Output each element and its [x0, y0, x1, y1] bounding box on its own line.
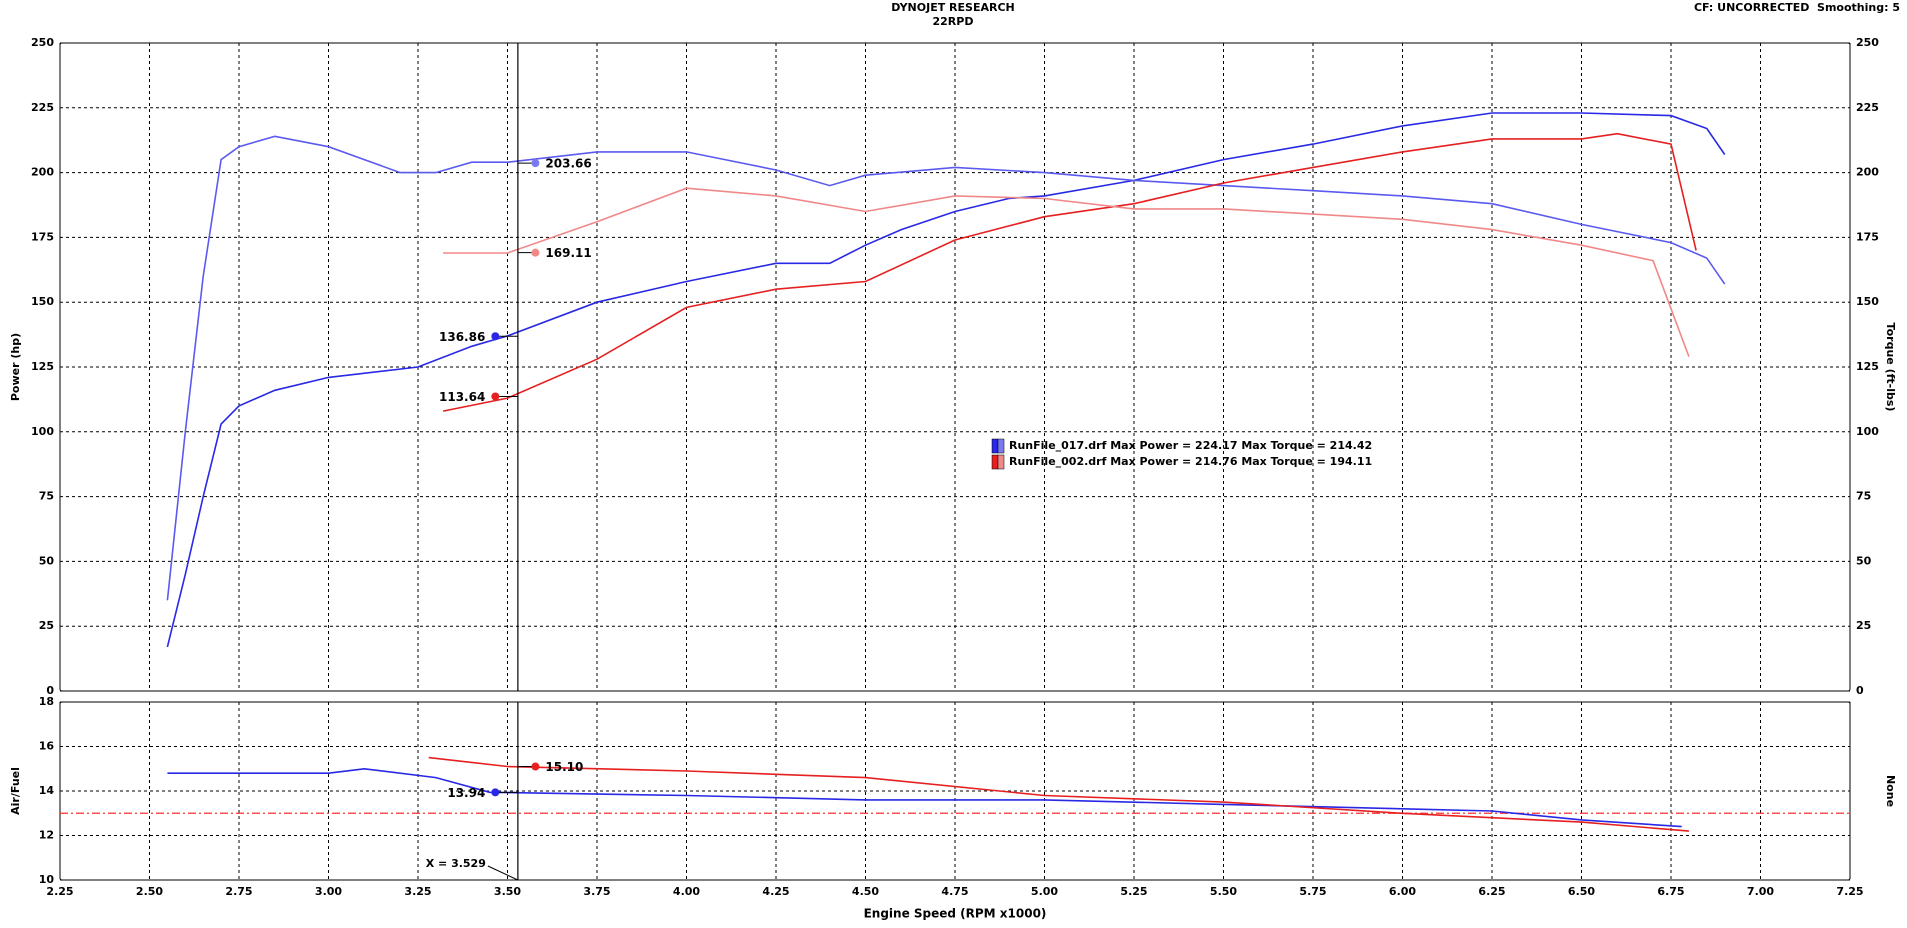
y2-tick-label: 25: [1856, 619, 1871, 632]
y2-tick-label: 150: [1856, 295, 1879, 308]
series-line: [428, 756, 1689, 832]
y-tick-label: 125: [31, 360, 54, 373]
x-tick-label: 2.50: [136, 885, 163, 898]
y2-tick-label: 250: [1856, 36, 1879, 49]
marker-label: 203.66: [545, 157, 591, 171]
y-tick-label: 25: [39, 619, 54, 632]
y2-tick-label: 225: [1856, 101, 1879, 114]
x-tick-label: 6.75: [1657, 885, 1684, 898]
y-tick-label: 100: [31, 425, 54, 438]
x-tick-label: 5.50: [1210, 885, 1237, 898]
x-tick-label: 7.00: [1747, 885, 1774, 898]
y-tick-label: 14: [39, 784, 55, 797]
marker-label: 15.10: [545, 760, 583, 774]
series-line: [166, 135, 1726, 601]
x-tick-label: 2.25: [46, 885, 73, 898]
y-tick-label: 0: [46, 684, 54, 697]
x-tick-label: 5.75: [1299, 885, 1326, 898]
marker-label: 169.11: [545, 246, 591, 260]
y-tick-label: 225: [31, 101, 54, 114]
marker-dot: [531, 762, 540, 771]
marker-dot: [491, 392, 500, 401]
series-line: [167, 767, 1682, 828]
x-tick-label: 7.25: [1836, 885, 1863, 898]
y-axis-label: Air/Fuel: [9, 767, 22, 815]
x-tick-label: 5.25: [1120, 885, 1147, 898]
series-line: [166, 112, 1726, 648]
legend-label: RunFile_002.drf Max Power = 214.76 Max T…: [1009, 455, 1372, 468]
y2-axis-label: Torque (ft-lbs): [1884, 323, 1897, 412]
y2-tick-label: 75: [1856, 490, 1871, 503]
y2-tick-label: 175: [1856, 230, 1879, 243]
marker-dot: [491, 788, 500, 797]
x-tick-label: 5.00: [1031, 885, 1058, 898]
x-tick-label: 4.50: [852, 885, 879, 898]
marker-label: 136.86: [439, 330, 485, 344]
legend-swatch: [997, 454, 1005, 470]
cursor-label: X = 3.529: [426, 857, 486, 870]
legend-swatch: [991, 454, 999, 470]
series-line: [443, 187, 1690, 357]
x-tick-label: 4.25: [762, 885, 789, 898]
y-tick-label: 175: [31, 230, 54, 243]
chart-title: DYNOJET RESEARCH: [891, 1, 1014, 14]
y2-tick-label: 200: [1856, 166, 1879, 179]
marker-label: 113.64: [439, 390, 485, 404]
x-tick-label: 3.25: [404, 885, 431, 898]
y-tick-label: 250: [31, 36, 54, 49]
marker-dot: [491, 332, 500, 341]
y2-tick-label: 50: [1856, 554, 1872, 567]
chart-subtitle: 22RPD: [933, 15, 974, 28]
y2-axis-label: None: [1884, 775, 1897, 807]
y-tick-label: 18: [39, 695, 54, 708]
x-tick-label: 4.75: [941, 885, 968, 898]
y-tick-label: 150: [31, 295, 54, 308]
cursor-leader: [487, 865, 519, 881]
header-right: CF: UNCORRECTED Smoothing: 5: [1694, 1, 1900, 14]
series-line: [442, 132, 1697, 412]
y-tick-label: 10: [39, 873, 55, 886]
y-tick-label: 16: [39, 740, 55, 753]
y-tick-label: 50: [39, 554, 55, 567]
y2-tick-label: 100: [1856, 425, 1879, 438]
marker-label: 13.94: [447, 786, 485, 800]
marker-dot: [531, 248, 540, 257]
x-tick-label: 4.00: [673, 885, 700, 898]
x-tick-label: 3.00: [315, 885, 342, 898]
y-tick-label: 12: [39, 829, 54, 842]
x-axis-label: Engine Speed (RPM x1000): [864, 907, 1047, 921]
y2-tick-label: 0: [1856, 684, 1864, 697]
x-tick-label: 6.25: [1478, 885, 1505, 898]
y-tick-label: 200: [31, 166, 54, 179]
x-tick-label: 2.75: [225, 885, 252, 898]
y-tick-label: 75: [39, 490, 54, 503]
marker-dot: [531, 159, 540, 168]
x-tick-label: 3.50: [494, 885, 521, 898]
legend-swatch: [997, 438, 1005, 454]
y2-tick-label: 125: [1856, 360, 1879, 373]
x-tick-label: 6.50: [1568, 885, 1595, 898]
y-axis-label: Power (hp): [9, 333, 22, 401]
x-tick-label: 3.75: [583, 885, 610, 898]
legend-swatch: [991, 438, 999, 454]
legend-label: RunFile_017.drf Max Power = 224.17 Max T…: [1009, 439, 1372, 452]
x-tick-label: 6.00: [1389, 885, 1416, 898]
